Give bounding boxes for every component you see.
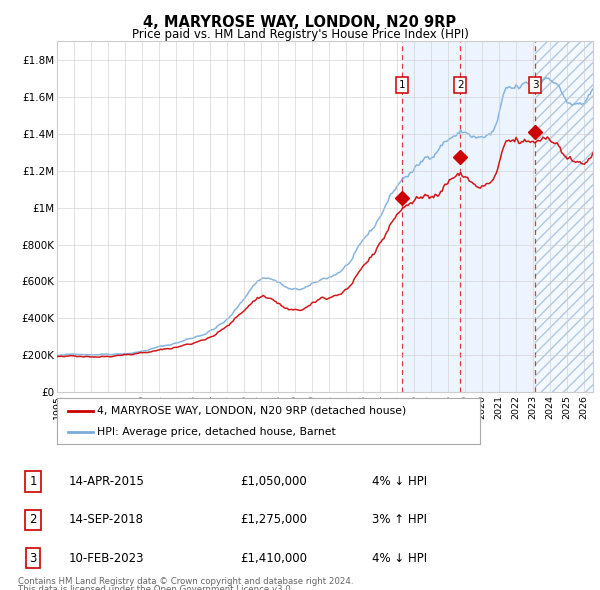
Text: 4% ↓ HPI: 4% ↓ HPI <box>372 475 427 488</box>
Text: 3: 3 <box>532 80 538 90</box>
Text: 10-FEB-2023: 10-FEB-2023 <box>69 552 145 565</box>
Text: 1: 1 <box>29 475 37 488</box>
Text: £1,410,000: £1,410,000 <box>240 552 307 565</box>
Text: £1,050,000: £1,050,000 <box>240 475 307 488</box>
Text: 14-APR-2015: 14-APR-2015 <box>69 475 145 488</box>
Text: 4% ↓ HPI: 4% ↓ HPI <box>372 552 427 565</box>
Bar <box>535 41 593 392</box>
Text: 4, MARYROSE WAY, LONDON, N20 9RP (detached house): 4, MARYROSE WAY, LONDON, N20 9RP (detach… <box>97 405 406 415</box>
Text: This data is licensed under the Open Government Licence v3.0.: This data is licensed under the Open Gov… <box>18 585 293 590</box>
Text: 2: 2 <box>457 80 463 90</box>
Bar <box>535 41 593 392</box>
Text: £1,275,000: £1,275,000 <box>240 513 307 526</box>
Text: Contains HM Land Registry data © Crown copyright and database right 2024.: Contains HM Land Registry data © Crown c… <box>18 577 353 586</box>
Text: 3: 3 <box>29 552 37 565</box>
Text: 14-SEP-2018: 14-SEP-2018 <box>69 513 144 526</box>
Text: 2: 2 <box>29 513 37 526</box>
Text: 3% ↑ HPI: 3% ↑ HPI <box>372 513 427 526</box>
Text: HPI: Average price, detached house, Barnet: HPI: Average price, detached house, Barn… <box>97 427 336 437</box>
Text: 4, MARYROSE WAY, LONDON, N20 9RP: 4, MARYROSE WAY, LONDON, N20 9RP <box>143 15 457 30</box>
Text: Price paid vs. HM Land Registry's House Price Index (HPI): Price paid vs. HM Land Registry's House … <box>131 28 469 41</box>
Bar <box>460 41 535 392</box>
Bar <box>402 41 460 392</box>
Text: 1: 1 <box>398 80 405 90</box>
